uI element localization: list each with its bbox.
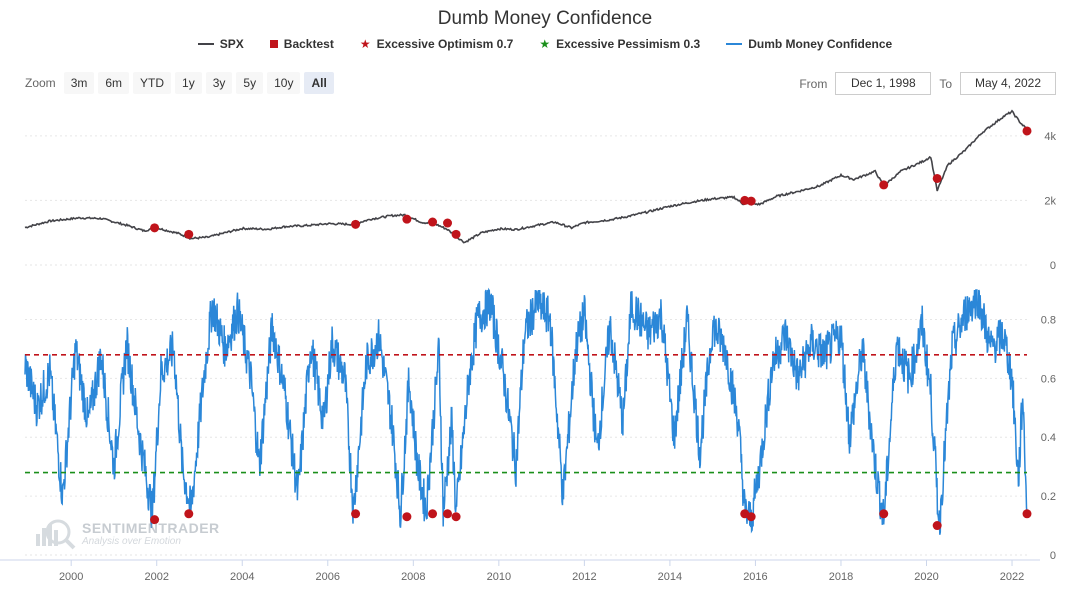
spx-backtest-point [428, 217, 438, 227]
legend-item-4[interactable]: Dumb Money Confidence [726, 37, 892, 51]
legend: SPX Backtest ★ Excessive Optimism 0.7 ★ Exces… [0, 37, 1090, 51]
legend-star-icon: ★ [539, 37, 551, 51]
legend-label: Dumb Money Confidence [748, 37, 893, 51]
zoom-button-all[interactable]: All [304, 72, 334, 94]
x-tick-label: 2014 [658, 571, 682, 583]
to-label: To [939, 76, 952, 91]
watermark: SENTIMENTRADER Analysis over Emotion [30, 516, 220, 550]
x-tick-label: 2006 [316, 571, 340, 583]
spx-backtest-point [1022, 126, 1032, 136]
dmc-backtest-point [443, 509, 453, 519]
zoom-button-3m[interactable]: 3m [63, 72, 95, 94]
zoom-button-5y[interactable]: 5y [236, 72, 264, 94]
dmc-y-tick-label: 0.4 [1041, 432, 1056, 444]
dmc-y-tick-label: 0.6 [1041, 373, 1056, 385]
x-tick-label: 2004 [230, 571, 254, 583]
x-tick-label: 2018 [829, 571, 853, 583]
x-tick-label: 2000 [59, 571, 83, 583]
zoom-label: Zoom [25, 76, 56, 90]
dmc-backtest-point [451, 512, 461, 522]
x-tick-label: 2016 [743, 571, 767, 583]
to-date-input[interactable]: May 4, 2022 [960, 72, 1056, 95]
legend-label: SPX [219, 37, 244, 51]
spx-backtest-point [451, 229, 461, 239]
zoom-bar: Zoom 3m 6m YTD 1y 3y 5y 10y All [25, 72, 334, 94]
spx-backtest-point [879, 180, 889, 190]
dmc-backtest-point [1022, 509, 1032, 519]
spx-backtest-point [150, 223, 160, 233]
spx-y-tick-label: 4k [1044, 131, 1056, 143]
watermark-logo-icon [36, 519, 76, 550]
x-tick-label: 2020 [914, 571, 938, 583]
spx-backtest-point [746, 196, 756, 206]
x-tick-label: 2008 [401, 571, 425, 583]
dmc-y-tick-label: 0.8 [1041, 314, 1056, 326]
spx-backtest-point [402, 214, 412, 224]
legend-label: Excessive Pessimism 0.3 [556, 37, 701, 51]
spx-backtest-point [184, 229, 194, 239]
from-label: From [799, 76, 828, 91]
zoom-button-1y[interactable]: 1y [175, 72, 202, 94]
legend-item-1[interactable]: Backtest [269, 37, 334, 51]
legend-item-2[interactable]: ★ Excessive Optimism 0.7 [360, 37, 514, 51]
zoom-button-6m[interactable]: 6m [98, 72, 130, 94]
dmc-backtest-point [879, 509, 889, 519]
spx-y-tick-label: 0 [1050, 260, 1056, 272]
legend-item-3[interactable]: ★ Excessive Pessimism 0.3 [539, 37, 700, 51]
dmc-backtest-point [428, 509, 438, 519]
x-tick-label: 2022 [1000, 571, 1024, 583]
date-range: From Dec 1, 1998 To May 4, 2022 [799, 72, 1056, 95]
dmc-backtest-point [746, 512, 756, 522]
legend-star-icon: ★ [359, 37, 371, 51]
x-tick-label: 2012 [572, 571, 596, 583]
x-tick-label: 2002 [144, 571, 168, 583]
dmc-series-line [24, 287, 1028, 535]
dmc-backtest-point [351, 509, 361, 519]
legend-label: Backtest [283, 37, 334, 51]
dmc-y-tick-label: 0 [1050, 550, 1056, 562]
spx-y-tick-label: 2k [1044, 195, 1056, 207]
chart-title: Dumb Money Confidence [437, 8, 653, 29]
legend-label: Excessive Optimism 0.7 [376, 37, 514, 51]
watermark-brand: SENTIMENTRADER [82, 519, 220, 536]
dmc-backtest-point [932, 521, 942, 531]
dmc-backtest-point [184, 509, 194, 519]
spx-series-line [24, 109, 1028, 244]
dmc-backtest-point [402, 512, 412, 522]
spx-backtest-point [351, 219, 361, 229]
watermark-tagline: Analysis over Emotion [82, 535, 181, 547]
zoom-button-ytd[interactable]: YTD [133, 72, 172, 94]
legend-item-0[interactable]: SPX [197, 37, 244, 51]
zoom-button-10y[interactable]: 10y [267, 72, 301, 94]
spx-backtest-point [932, 173, 942, 183]
legend-line-icon [197, 43, 214, 45]
from-date-input[interactable]: Dec 1, 1998 [835, 72, 932, 95]
dmc-backtest-point [150, 515, 160, 525]
legend-line-icon [726, 43, 743, 45]
dmc-y-tick-label: 0.2 [1041, 491, 1056, 503]
x-tick-label: 2010 [487, 571, 511, 583]
spx-backtest-point [443, 218, 453, 228]
legend-square-icon [269, 40, 278, 48]
zoom-button-3y[interactable]: 3y [205, 72, 233, 94]
